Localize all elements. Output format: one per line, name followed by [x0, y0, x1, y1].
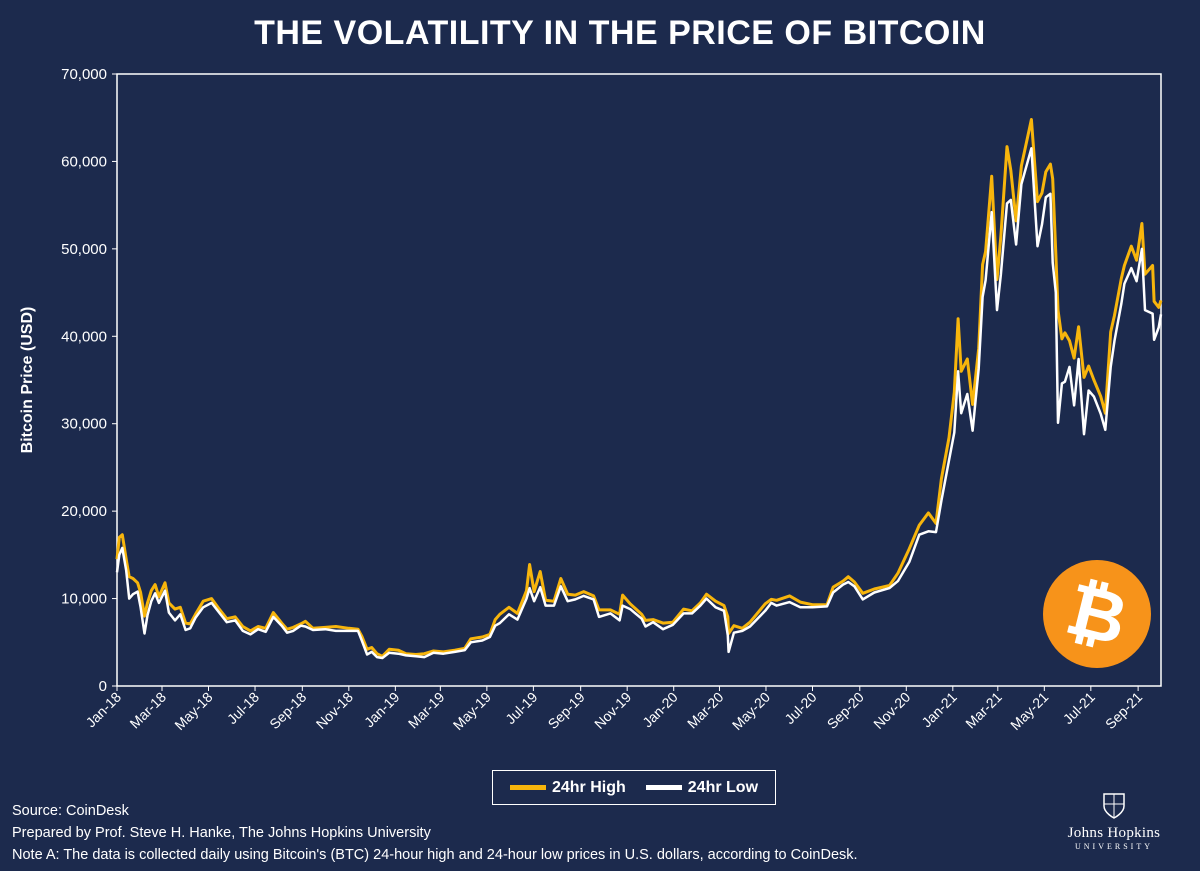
x-tick-label: Jul-18: [224, 689, 262, 727]
x-tick-label: Sep-20: [824, 689, 867, 732]
jhu-logo-name: Johns Hopkins: [1067, 825, 1161, 841]
x-tick-label: Jul-20: [781, 689, 819, 727]
x-tick-label: May-20: [729, 689, 773, 733]
x-tick-label: May-18: [171, 689, 215, 733]
y-tick-label: 30,000: [61, 416, 107, 433]
y-tick-label: 0: [99, 678, 107, 695]
plot-area: [116, 73, 1162, 687]
y-axis: 0 10,000 20,000 30,000 40,000 50,000 60,000 70,…: [61, 66, 117, 695]
x-tick-label: Mar-19: [405, 689, 448, 732]
x-tick-label: Jan-21: [918, 689, 960, 731]
x-axis: Jan-18 Mar-18 May-18 Jul-18 Sep-18 Nov-18 Jan-…: [83, 686, 1145, 733]
data-note: Note A: The data is collected daily usin…: [12, 847, 858, 863]
x-tick-label: Sep-21: [1102, 689, 1145, 732]
x-tick-label: Nov-19: [591, 689, 634, 732]
x-tick-label: Jul-19: [502, 689, 540, 727]
series-line-24hr-low: [115, 147, 1163, 660]
legend-swatch-low: [645, 785, 682, 790]
notes: Source: CoinDesk Prepared by Prof. Steve…: [12, 800, 858, 866]
prepared-by-note: Prepared by Prof. Steve H. Hanke, The Jo…: [12, 825, 431, 841]
legend: 24hr High 24hr Low: [492, 770, 776, 805]
x-tick-label: Jul-21: [1060, 689, 1098, 727]
y-tick-label: 40,000: [61, 328, 107, 345]
x-tick-label: Nov-18: [313, 689, 356, 732]
jhu-logo-subtitle: UNIVERSITY: [1075, 842, 1153, 851]
y-tick-label: 60,000: [61, 153, 107, 170]
legend-label-low: 24hr Low: [687, 778, 759, 796]
legend-swatch-high: [509, 785, 546, 790]
jhu-shield-icon: [1103, 793, 1125, 819]
y-tick-label: 20,000: [61, 503, 107, 520]
x-tick-label: Sep-18: [266, 689, 309, 732]
jhu-logo: Johns Hopkins UNIVERSITY: [1062, 792, 1166, 851]
legend-item-high: 24hr High: [509, 778, 626, 797]
series-line-24hr-high: [115, 118, 1163, 658]
y-axis-label: Bitcoin Price (USD): [19, 307, 36, 454]
x-tick-label: Nov-20: [870, 689, 913, 732]
x-tick-label: Mar-18: [126, 689, 169, 732]
x-tick-label: Mar-21: [962, 689, 1005, 732]
y-tick-label: 50,000: [61, 241, 107, 258]
legend-item-low: 24hr Low: [645, 778, 759, 797]
x-tick-label: Jan-20: [639, 689, 681, 731]
x-tick-label: Sep-19: [545, 689, 588, 732]
x-tick-label: May-19: [450, 689, 494, 733]
y-tick-label: 10,000: [61, 591, 107, 608]
source-note: Source: CoinDesk: [12, 803, 129, 819]
y-tick-label: 70,000: [61, 66, 107, 83]
x-tick-label: Mar-20: [684, 689, 727, 732]
chart-title: THE VOLATILITY IN THE PRICE OF BITCOIN: [254, 14, 986, 52]
bitcoin-logo-icon: ₿: [1043, 560, 1151, 668]
series-layer: [115, 118, 1163, 660]
x-tick-label: May-21: [1007, 689, 1051, 733]
x-tick-label: Jan-19: [361, 689, 403, 731]
legend-label-high: 24hr High: [551, 778, 626, 796]
